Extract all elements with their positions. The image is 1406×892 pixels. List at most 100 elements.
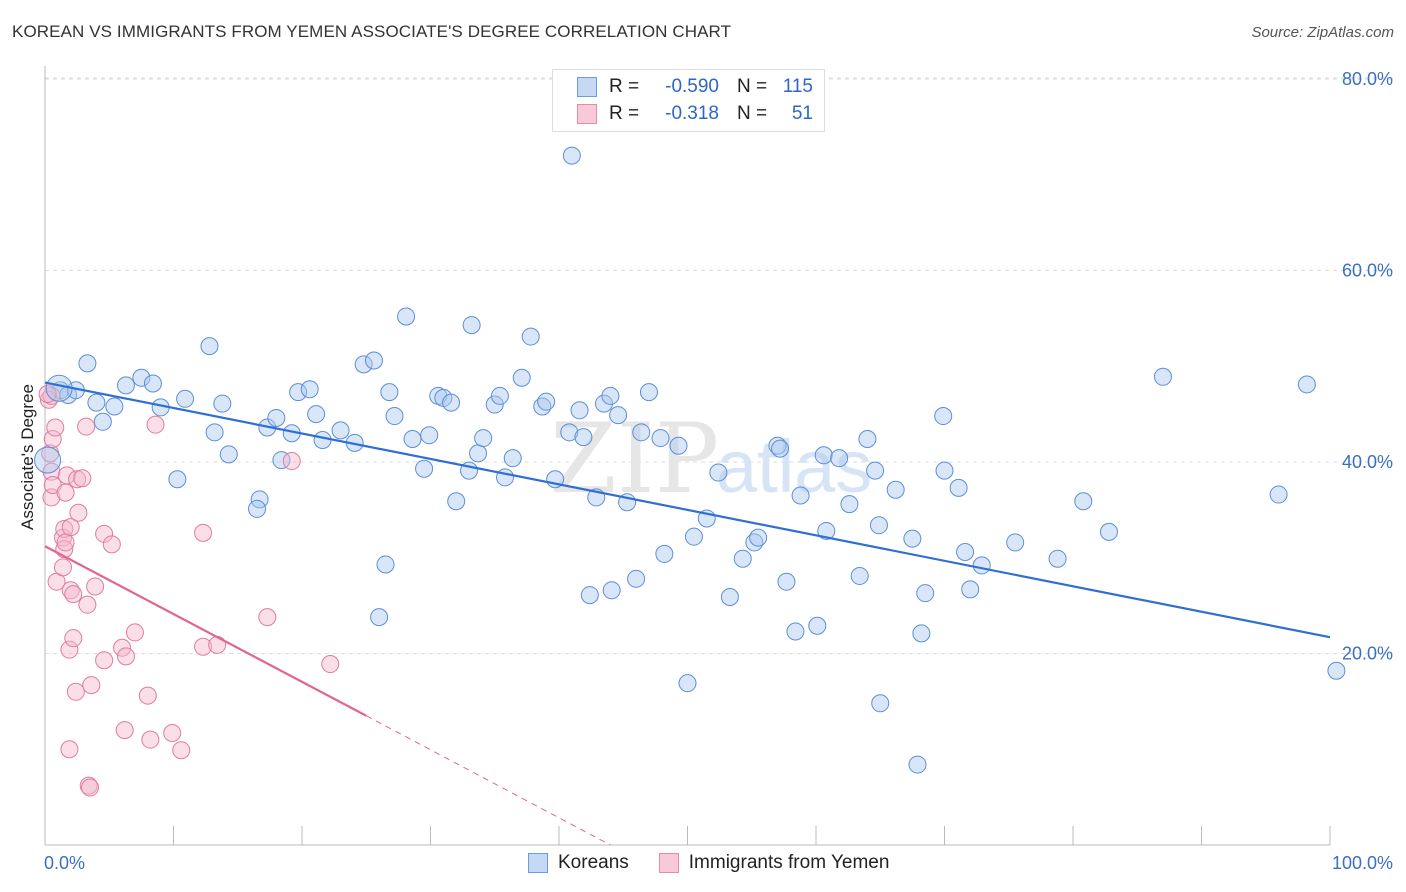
data-point — [57, 466, 76, 485]
data-point — [105, 397, 124, 416]
data-point — [720, 588, 739, 607]
data-point — [282, 452, 301, 471]
data-point — [113, 638, 132, 657]
data-point — [560, 423, 579, 442]
legend-item-yemen[interactable]: Immigrants from Yemen — [658, 852, 889, 874]
legend-r-label: R = — [609, 103, 640, 124]
data-point — [934, 407, 953, 426]
data-point — [655, 544, 674, 563]
data-point — [866, 461, 885, 480]
data-point — [125, 623, 144, 642]
legend-swatch-yemen — [658, 853, 679, 873]
data-point — [95, 524, 114, 543]
data-point — [570, 401, 589, 420]
legend-n-value: 51 — [791, 103, 813, 124]
data-point — [141, 730, 160, 749]
x-tick-label: 0.0% — [44, 853, 85, 873]
y-axis-title: Associate's Degree — [18, 384, 37, 530]
data-point — [321, 655, 340, 674]
data-point — [462, 316, 481, 335]
data-point — [627, 569, 646, 588]
trend-line-koreans — [44, 381, 1331, 639]
data-point — [60, 640, 79, 659]
data-point — [1297, 375, 1316, 394]
data-point — [397, 307, 416, 326]
data-point — [935, 461, 954, 480]
data-point — [68, 470, 87, 489]
data-point — [786, 622, 805, 641]
data-point — [86, 577, 105, 596]
series-legend: Koreans Immigrants from Yemen — [528, 852, 919, 874]
data-point — [248, 499, 267, 518]
data-point — [56, 533, 75, 552]
data-point — [80, 778, 99, 797]
data-point — [512, 368, 531, 387]
legend-r-value: -0.590 — [665, 76, 719, 97]
data-point — [205, 423, 224, 442]
data-point — [858, 430, 877, 449]
data-point — [307, 405, 326, 424]
y-tick-label: 80.0% — [1342, 69, 1393, 89]
data-point — [1006, 533, 1025, 552]
data-point — [632, 423, 651, 442]
data-point — [669, 436, 688, 455]
data-point — [116, 647, 135, 666]
legend-swatch-koreans — [577, 77, 597, 97]
series-yemen — [38, 385, 340, 797]
data-point — [95, 651, 114, 670]
data-point — [64, 629, 83, 648]
data-point — [949, 478, 968, 497]
trend-line-yemen — [44, 545, 367, 717]
data-point — [580, 586, 599, 605]
data-point — [777, 572, 796, 591]
data-point — [651, 429, 670, 448]
data-point — [768, 436, 787, 455]
data-point — [163, 723, 182, 742]
data-point — [871, 694, 890, 713]
data-point — [60, 740, 79, 759]
data-point — [808, 616, 827, 635]
data-point — [496, 468, 515, 487]
data-point — [300, 380, 319, 399]
data-point — [53, 558, 72, 577]
data-point — [258, 608, 277, 627]
data-point — [415, 459, 434, 478]
data-point — [380, 383, 399, 402]
legend-item-koreans[interactable]: Koreans — [528, 852, 629, 874]
data-point — [594, 394, 613, 413]
data-point — [132, 368, 151, 387]
data-point — [146, 415, 165, 434]
x-tick-label: 100.0% — [1332, 853, 1393, 873]
data-point — [102, 535, 121, 554]
data-point — [609, 406, 628, 425]
data-point — [331, 421, 350, 440]
data-point — [1099, 522, 1118, 541]
data-point — [46, 418, 65, 437]
data-point — [66, 682, 85, 701]
y-tick-label: 40.0% — [1342, 452, 1393, 472]
data-point — [749, 528, 768, 547]
legend-r-label: R = — [609, 76, 640, 97]
data-point — [791, 486, 810, 505]
data-point — [537, 392, 556, 411]
data-point — [73, 469, 92, 488]
data-point — [376, 555, 395, 574]
grid-lines — [45, 77, 1395, 654]
data-point — [972, 556, 991, 575]
data-point — [194, 523, 213, 542]
data-point — [814, 446, 833, 465]
data-point — [886, 480, 905, 499]
data-point — [903, 529, 922, 548]
data-point — [208, 635, 227, 654]
data-point — [503, 449, 522, 468]
data-point — [771, 439, 790, 458]
data-point — [916, 584, 935, 603]
tick-labels: 20.0% 40.0% 60.0% 80.0% 0.0% 100.0% Associate'… — [18, 69, 1393, 873]
chart-title: KOREAN VS IMMIGRANTS FROM YEMEN ASSOCIAT… — [12, 22, 732, 41]
data-point — [1269, 485, 1288, 504]
data-point — [78, 595, 97, 614]
data-point — [385, 407, 404, 426]
data-point — [42, 462, 61, 481]
data-point — [272, 451, 291, 470]
